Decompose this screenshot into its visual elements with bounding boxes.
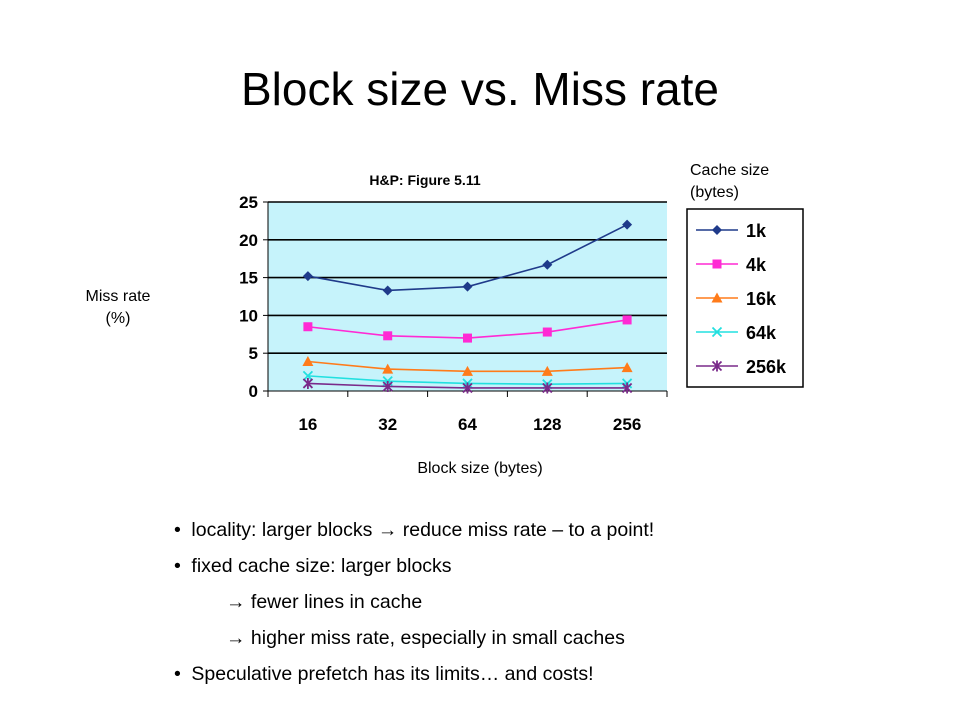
y-axis-label: Miss rate (%): [78, 286, 158, 330]
legend-marker-16k: [711, 292, 723, 303]
data-point-1k: [542, 259, 553, 270]
y-tick-label: 10: [239, 306, 258, 325]
bullet-marker: •: [174, 555, 181, 577]
bullet-text: Speculative prefetch has its limits… and…: [191, 663, 594, 685]
bullet-marker: •: [174, 519, 181, 541]
x-tick-label: 32: [378, 415, 397, 434]
bullet-item: • Speculative prefetch has its limits… a…: [174, 656, 654, 692]
sub-bullet-item: → higher miss rate, especially in small …: [174, 620, 654, 656]
y-axis-label-line: Miss rate: [85, 288, 151, 305]
legend-title-line: Cache size: [690, 162, 770, 179]
chart-legend: 1k 4k 16k 64k 256k: [686, 208, 804, 388]
x-tick-label: 128: [533, 415, 561, 434]
data-point-16k: [382, 363, 394, 374]
line-chart: H&P: Figure 5.11 25 20 15 10 5 0 16 32 64 128 256: [215, 160, 675, 440]
x-tick-label: 256: [613, 415, 641, 434]
legend-marker-4k: [712, 259, 722, 269]
bullet-marker: •: [174, 663, 181, 685]
y-tick-label: 15: [239, 269, 258, 288]
bullet-item: • fixed cache size: larger blocks: [174, 548, 654, 584]
legend-label-1k: 1k: [746, 221, 767, 241]
data-point-64k: [302, 370, 314, 382]
data-point-16k: [462, 365, 473, 376]
data-point-1k: [462, 281, 473, 292]
data-point-1k: [302, 271, 313, 282]
data-point-256k: [382, 380, 393, 392]
chart-title: H&P: Figure 5.11: [369, 172, 480, 188]
data-point-1k: [382, 285, 393, 296]
bullet-text: fixed cache size: larger blocks: [191, 555, 452, 577]
data-point-1k: [622, 219, 633, 230]
legend-title: Cache size (bytes): [690, 160, 800, 204]
y-tick-label: 0: [249, 382, 258, 401]
x-tick-label: 64: [458, 415, 477, 434]
data-point-4k: [383, 331, 393, 341]
y-tick-label: 25: [239, 193, 258, 212]
bullet-list: • locality: larger blocks → reduce miss …: [174, 512, 654, 692]
data-point-16k: [541, 365, 553, 376]
bullet-text: → higher miss rate, especially in small …: [226, 627, 625, 649]
x-tick-label: 16: [298, 415, 317, 434]
bullet-text: → fewer lines in cache: [226, 591, 423, 613]
legend-label-64k: 64k: [746, 323, 777, 343]
sub-bullet-item: → fewer lines in cache: [174, 584, 654, 620]
data-point-256k: [542, 382, 553, 394]
bullet-text: locality: larger blocks → reduce miss ra…: [191, 519, 655, 541]
legend-title-line: (bytes): [690, 184, 739, 201]
data-point-4k: [542, 327, 552, 337]
legend-marker-256k: [711, 360, 723, 372]
legend-label-16k: 16k: [746, 289, 777, 309]
data-point-256k: [462, 382, 473, 394]
data-point-4k: [463, 333, 472, 343]
legend-label-256k: 256k: [746, 357, 787, 377]
y-tick-label: 20: [239, 231, 258, 250]
data-point-16k: [302, 356, 314, 367]
y-axis-label-line: (%): [105, 310, 131, 327]
data-point-16k: [621, 362, 633, 373]
bullet-item: • locality: larger blocks → reduce miss …: [174, 512, 654, 548]
data-point-4k: [622, 315, 632, 325]
x-axis-label: Block size (bytes): [417, 460, 543, 477]
legend-marker-64k: [711, 326, 723, 338]
data-point-256k: [302, 377, 314, 389]
slide-title: Block size vs. Miss rate: [241, 63, 719, 115]
plot-area: [268, 202, 667, 391]
data-point-256k: [621, 382, 633, 394]
data-point-4k: [303, 322, 313, 332]
legend-marker-1k: [712, 225, 722, 235]
y-tick-label: 5: [249, 344, 258, 363]
legend-label-4k: 4k: [746, 255, 767, 275]
